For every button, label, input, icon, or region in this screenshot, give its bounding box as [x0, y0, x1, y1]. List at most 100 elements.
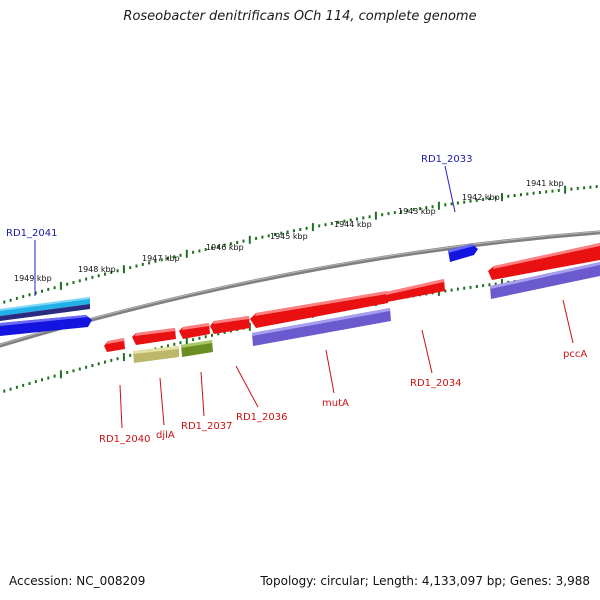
outer-scale-minor-tick: [135, 264, 138, 268]
inner-scale-minor-tick: [104, 360, 106, 364]
outer-scale-minor-tick: [91, 275, 94, 279]
outer-scale-minor-tick: [47, 287, 50, 291]
inner-scale-minor-tick: [223, 330, 226, 334]
outer-scale-minor-tick: [526, 192, 529, 196]
outer-scale-minor-tick: [72, 281, 75, 284]
inner-scale-minor-tick: [173, 342, 176, 346]
scale-label-1948: 1948 kbp: [78, 265, 116, 274]
inner-scale-minor-tick: [450, 288, 453, 292]
leader-mutA: [325, 349, 335, 394]
outer-scale-minor-tick: [475, 198, 478, 202]
gene-djlA-product[interactable]: [133, 346, 179, 363]
inner-scale-major-tick: [122, 353, 125, 362]
scale-label-1945: 1945 kbp: [270, 232, 308, 241]
inner-scale-minor-tick: [78, 367, 81, 371]
outer-scale-minor-tick: [78, 279, 81, 283]
gene-pccA-product[interactable]: [490, 262, 600, 299]
outer-scale-minor-tick: [576, 186, 579, 190]
outer-scale-minor-tick: [255, 236, 258, 240]
inner-scale-minor-tick: [482, 284, 485, 288]
gene-RD1_2037[interactable]: [179, 323, 210, 339]
outer-scale-minor-tick: [356, 217, 358, 221]
outer-scale-minor-tick: [116, 269, 119, 273]
outer-scale-minor-tick: [545, 190, 548, 194]
inner-scale-minor-tick: [198, 336, 201, 340]
leader-RD1_2034: [421, 329, 433, 374]
gene-RD1_2041-light[interactable]: [0, 297, 90, 316]
inner-scale-minor-tick: [66, 371, 69, 374]
gene-RD1_2036[interactable]: [210, 316, 250, 334]
inner-scale-minor-tick: [494, 282, 497, 286]
inner-scale-major-tick: [59, 370, 62, 379]
outer-scale-minor-tick: [129, 266, 132, 270]
outer-scale-minor-tick: [368, 215, 371, 219]
outer-scale-minor-tick: [469, 199, 472, 203]
gene-RD1_2037-product[interactable]: [181, 340, 213, 357]
scale-label-1947: 1947 kbp: [142, 254, 180, 263]
outer-scale-minor-tick: [400, 210, 403, 214]
outer-scale-minor-tick: [324, 223, 327, 227]
outer-scale-minor-tick: [494, 196, 497, 200]
gene-RD1_2034[interactable]: [386, 279, 445, 302]
inner-scale-minor-tick: [9, 387, 12, 391]
outer-scale-minor-tick: [97, 274, 100, 278]
outer-scale-major-tick: [122, 265, 125, 274]
gene-mutA[interactable]: [250, 291, 388, 328]
leader-RD1_2037: [200, 371, 205, 417]
inner-scale-minor-tick: [444, 289, 447, 293]
outer-scale-minor-tick: [337, 220, 340, 224]
gene-RD1_2033[interactable]: [448, 244, 478, 262]
outer-scale-minor-tick: [148, 261, 151, 265]
gene-djlA[interactable]: [132, 328, 176, 345]
outer-scale-minor-tick: [104, 272, 106, 276]
outer-scale-major-tick: [311, 223, 314, 232]
outer-scale-minor-tick: [589, 185, 592, 189]
outer-scale-minor-tick: [444, 203, 447, 207]
outer-scale-minor-tick: [330, 222, 333, 225]
scale-label-1943: 1943 kbp: [398, 207, 436, 216]
outer-scale-minor-tick: [292, 229, 295, 233]
outer-scale-major-tick: [437, 201, 440, 210]
gene-pccA[interactable]: [488, 243, 600, 280]
scale-label-1941: 1941 kbp: [526, 179, 564, 188]
map-title: Roseobacter denitrificans OCh 114, compl…: [123, 9, 477, 24]
outer-scale-minor-tick: [463, 200, 466, 204]
scale-label-1949: 1949 kbp: [14, 274, 52, 283]
inner-scale-major-tick: [501, 279, 503, 288]
outer-scale-minor-tick: [551, 189, 554, 193]
gene-label-RD1_2040: RD1_2040: [99, 434, 150, 445]
inner-scale-minor-tick: [47, 376, 50, 380]
inner-scale-minor-tick: [53, 374, 56, 378]
inner-scale-minor-tick: [110, 358, 113, 362]
outer-scale-minor-tick: [362, 216, 365, 220]
outer-scale-minor-tick: [450, 202, 453, 206]
gene-RD1_2040[interactable]: [104, 338, 125, 352]
outer-scale-minor-tick: [299, 228, 302, 231]
outer-scale-minor-tick: [15, 296, 18, 300]
outer-scale-minor-tick: [274, 233, 276, 236]
outer-scale-minor-tick: [242, 239, 245, 243]
inner-scale-minor-tick: [72, 369, 75, 373]
outer-scale-minor-tick: [34, 291, 37, 295]
inner-scale-minor-tick: [488, 283, 491, 287]
outer-scale-minor-tick: [419, 207, 421, 211]
outer-scale-minor-tick: [204, 248, 207, 251]
outer-scale-minor-tick: [520, 193, 522, 197]
inner-scale-minor-tick: [167, 344, 169, 348]
outer-scale-minor-tick: [305, 226, 308, 230]
gene-mutA-product[interactable]: [252, 308, 391, 346]
leader-RD1_2033: [444, 165, 456, 213]
inner-scale-minor-tick: [129, 353, 132, 357]
inner-scale-minor-tick: [116, 357, 119, 361]
accession-label: Accession: NC_008209: [9, 574, 146, 588]
inner-scale-minor-tick: [91, 364, 94, 367]
inner-scale-minor-tick: [97, 362, 100, 366]
outer-scale-minor-tick: [198, 249, 201, 253]
gene-label-RD1_2036: RD1_2036: [236, 412, 287, 423]
gene-navy-strip[interactable]: [0, 304, 90, 321]
inner-scale-minor-tick: [204, 335, 207, 339]
gene-RD1_2041[interactable]: [0, 315, 92, 336]
outer-scale-minor-tick: [393, 211, 396, 215]
outer-scale-minor-tick: [456, 201, 459, 205]
